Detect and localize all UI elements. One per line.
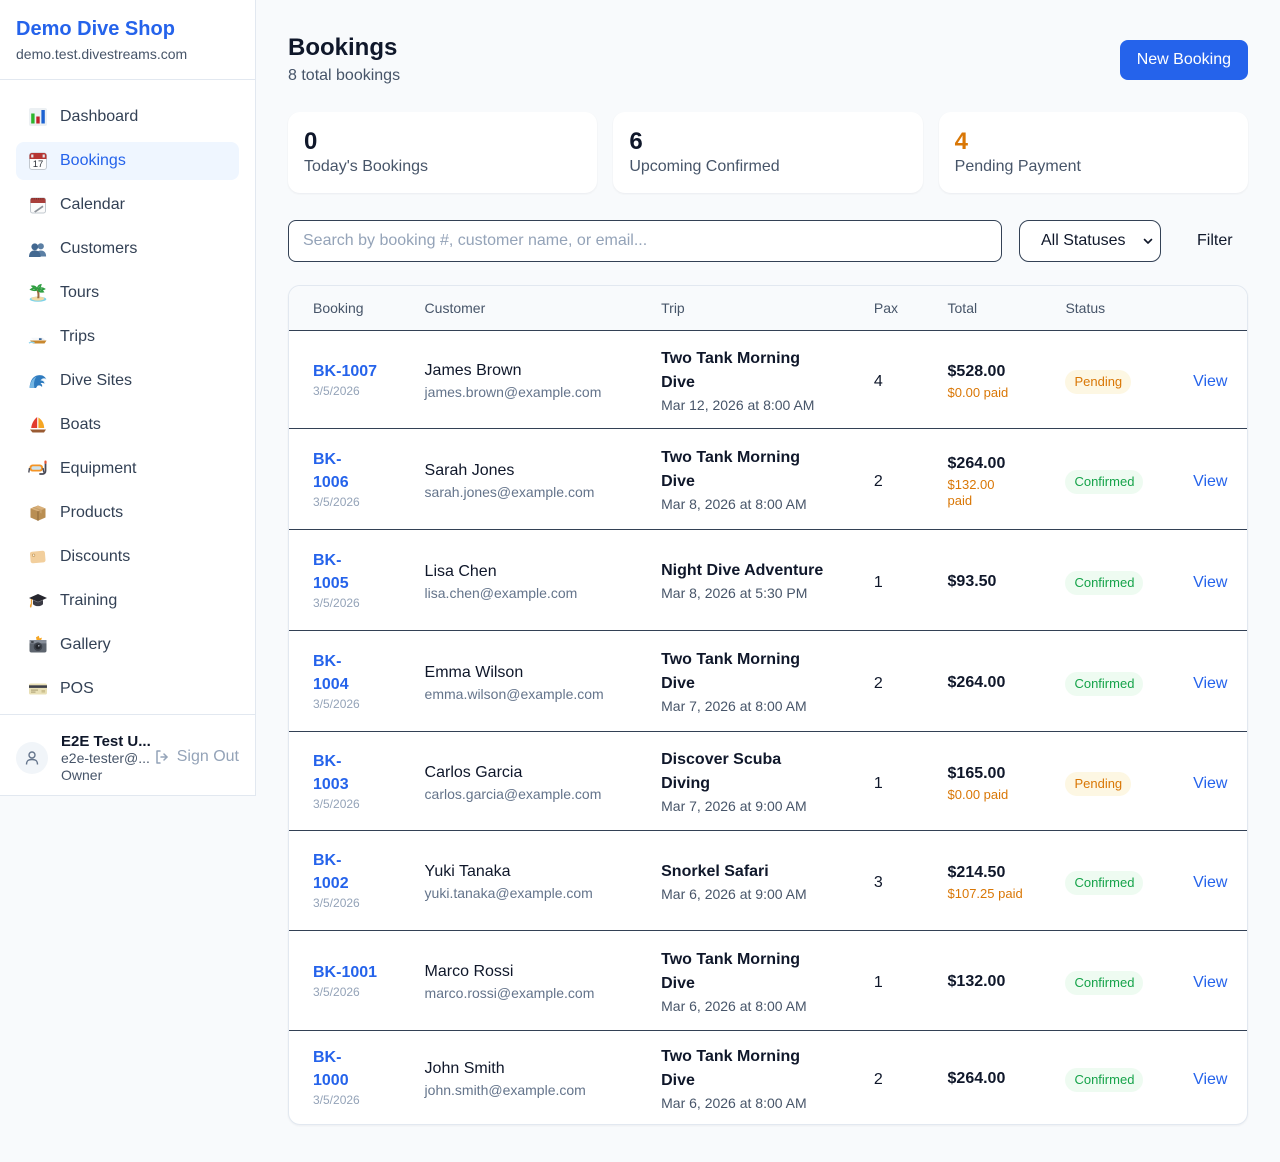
svg-text:17: 17: [33, 159, 44, 170]
